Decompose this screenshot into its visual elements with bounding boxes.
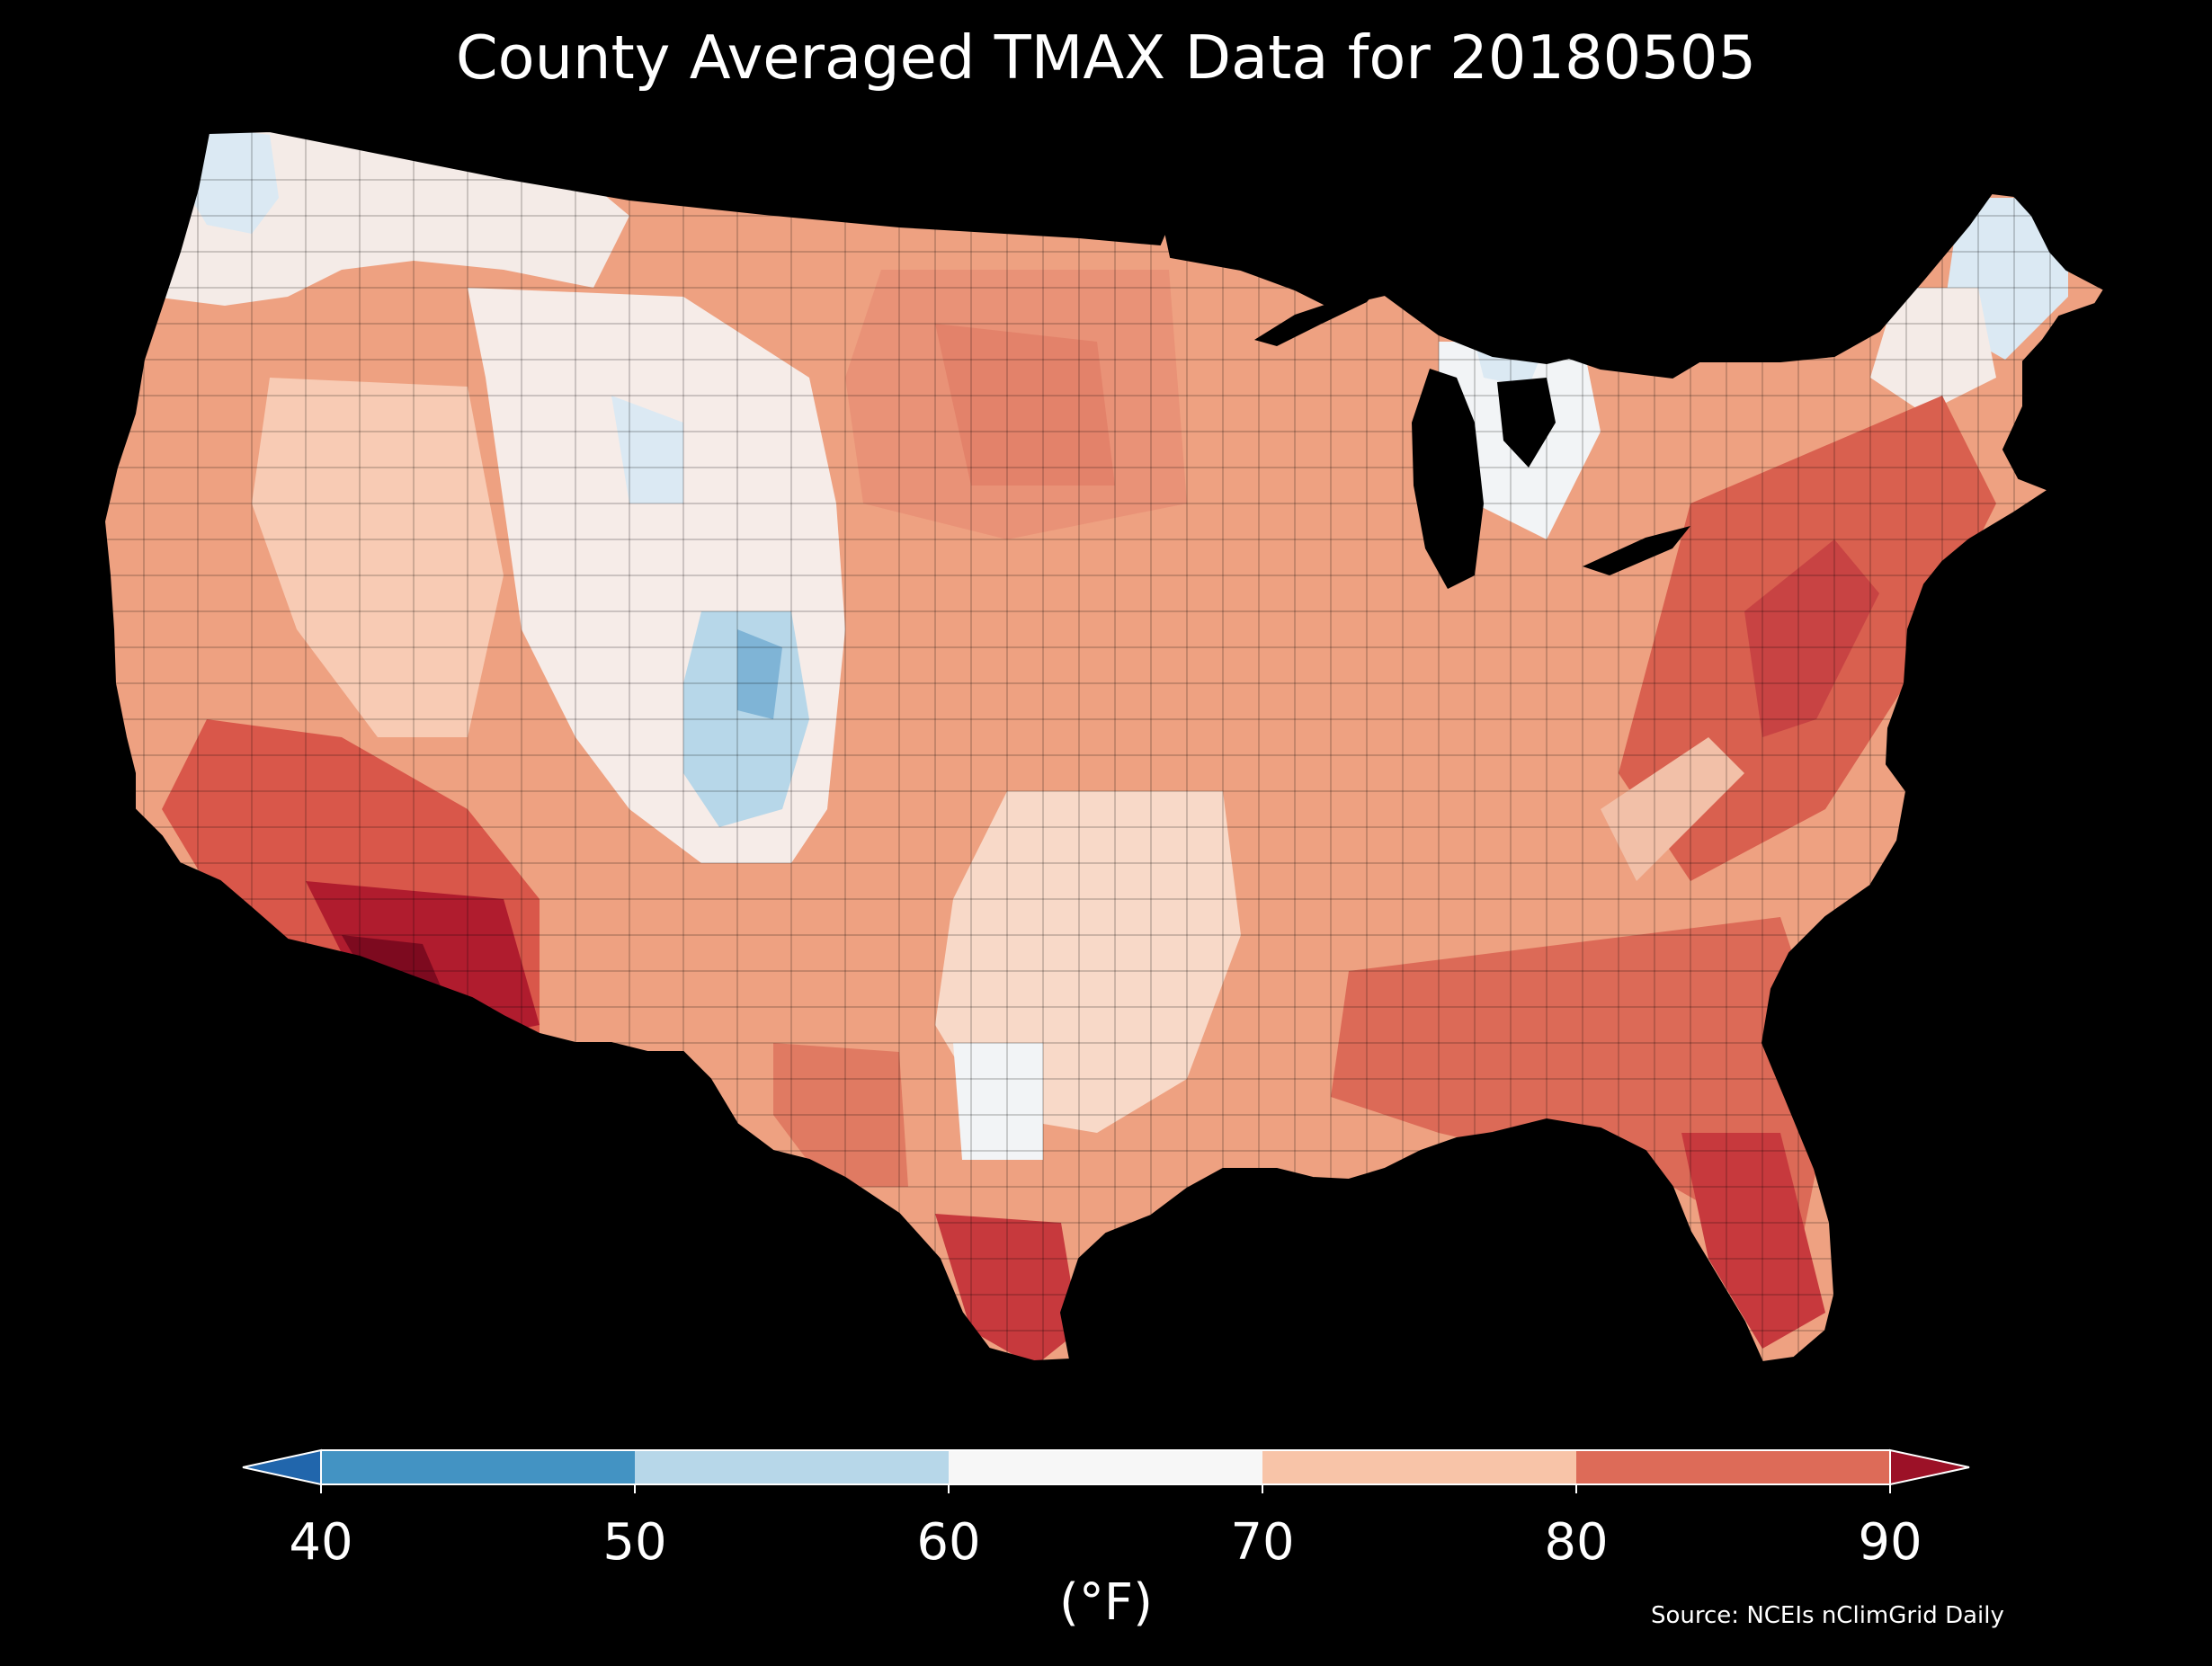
colorbar-bin-60-70 <box>949 1450 1262 1484</box>
colorbar-bin-80-90 <box>1576 1450 1890 1484</box>
colorbar-unit-label: (°F) <box>1059 1573 1153 1632</box>
lake-huron <box>1497 378 1556 468</box>
colorbar-bins <box>321 1450 1890 1484</box>
lake-superior <box>1254 281 1385 346</box>
region-great-basin <box>252 378 504 737</box>
great-lakes <box>1254 281 1690 589</box>
region-colorado-coldest <box>737 629 782 719</box>
colorbar-tick-label: 80 <box>1544 1513 1608 1572</box>
county-borders <box>104 131 2104 1362</box>
colorbar-bin-40-50 <box>321 1450 635 1484</box>
region-virginia-hot <box>1744 539 1879 737</box>
lake-erie <box>1583 526 1690 575</box>
colorbar-tick-label: 50 <box>602 1513 666 1572</box>
region-texas-hill-country <box>953 1043 1043 1160</box>
region-appalachian <box>1601 737 1744 881</box>
colorbar-tick-label: 60 <box>916 1513 980 1572</box>
region-northern-new-england <box>1870 288 1996 414</box>
region-west-texas <box>773 1043 908 1187</box>
colorbar-tick-label: 70 <box>1230 1513 1294 1572</box>
region-dakotas-warm <box>935 324 1115 486</box>
colorbar-under-arrow <box>242 1448 322 1486</box>
colorbar-ticks: 40 50 60 70 80 90 <box>289 1484 1922 1572</box>
region-idaho-wyoming-cool <box>611 396 683 503</box>
colorbar: 40 50 60 70 80 90 <box>242 1448 1970 1572</box>
temperature-regions <box>144 131 2068 1362</box>
lake-michigan <box>1412 369 1484 589</box>
region-florida-hot <box>1681 1133 1825 1349</box>
colorbar-tick-label: 40 <box>289 1513 352 1572</box>
colorbar-over-arrow <box>1889 1448 1970 1486</box>
colorbar-bin-50-60 <box>635 1450 949 1484</box>
source-credit: Source: NCEIs nClimGrid Daily <box>1651 1602 2004 1629</box>
colorbar-tick-label: 90 <box>1858 1513 1922 1572</box>
map-title: County Averaged TMAX Data for 20180505 <box>455 22 1757 93</box>
colorbar-bin-70-80 <box>1262 1450 1576 1484</box>
